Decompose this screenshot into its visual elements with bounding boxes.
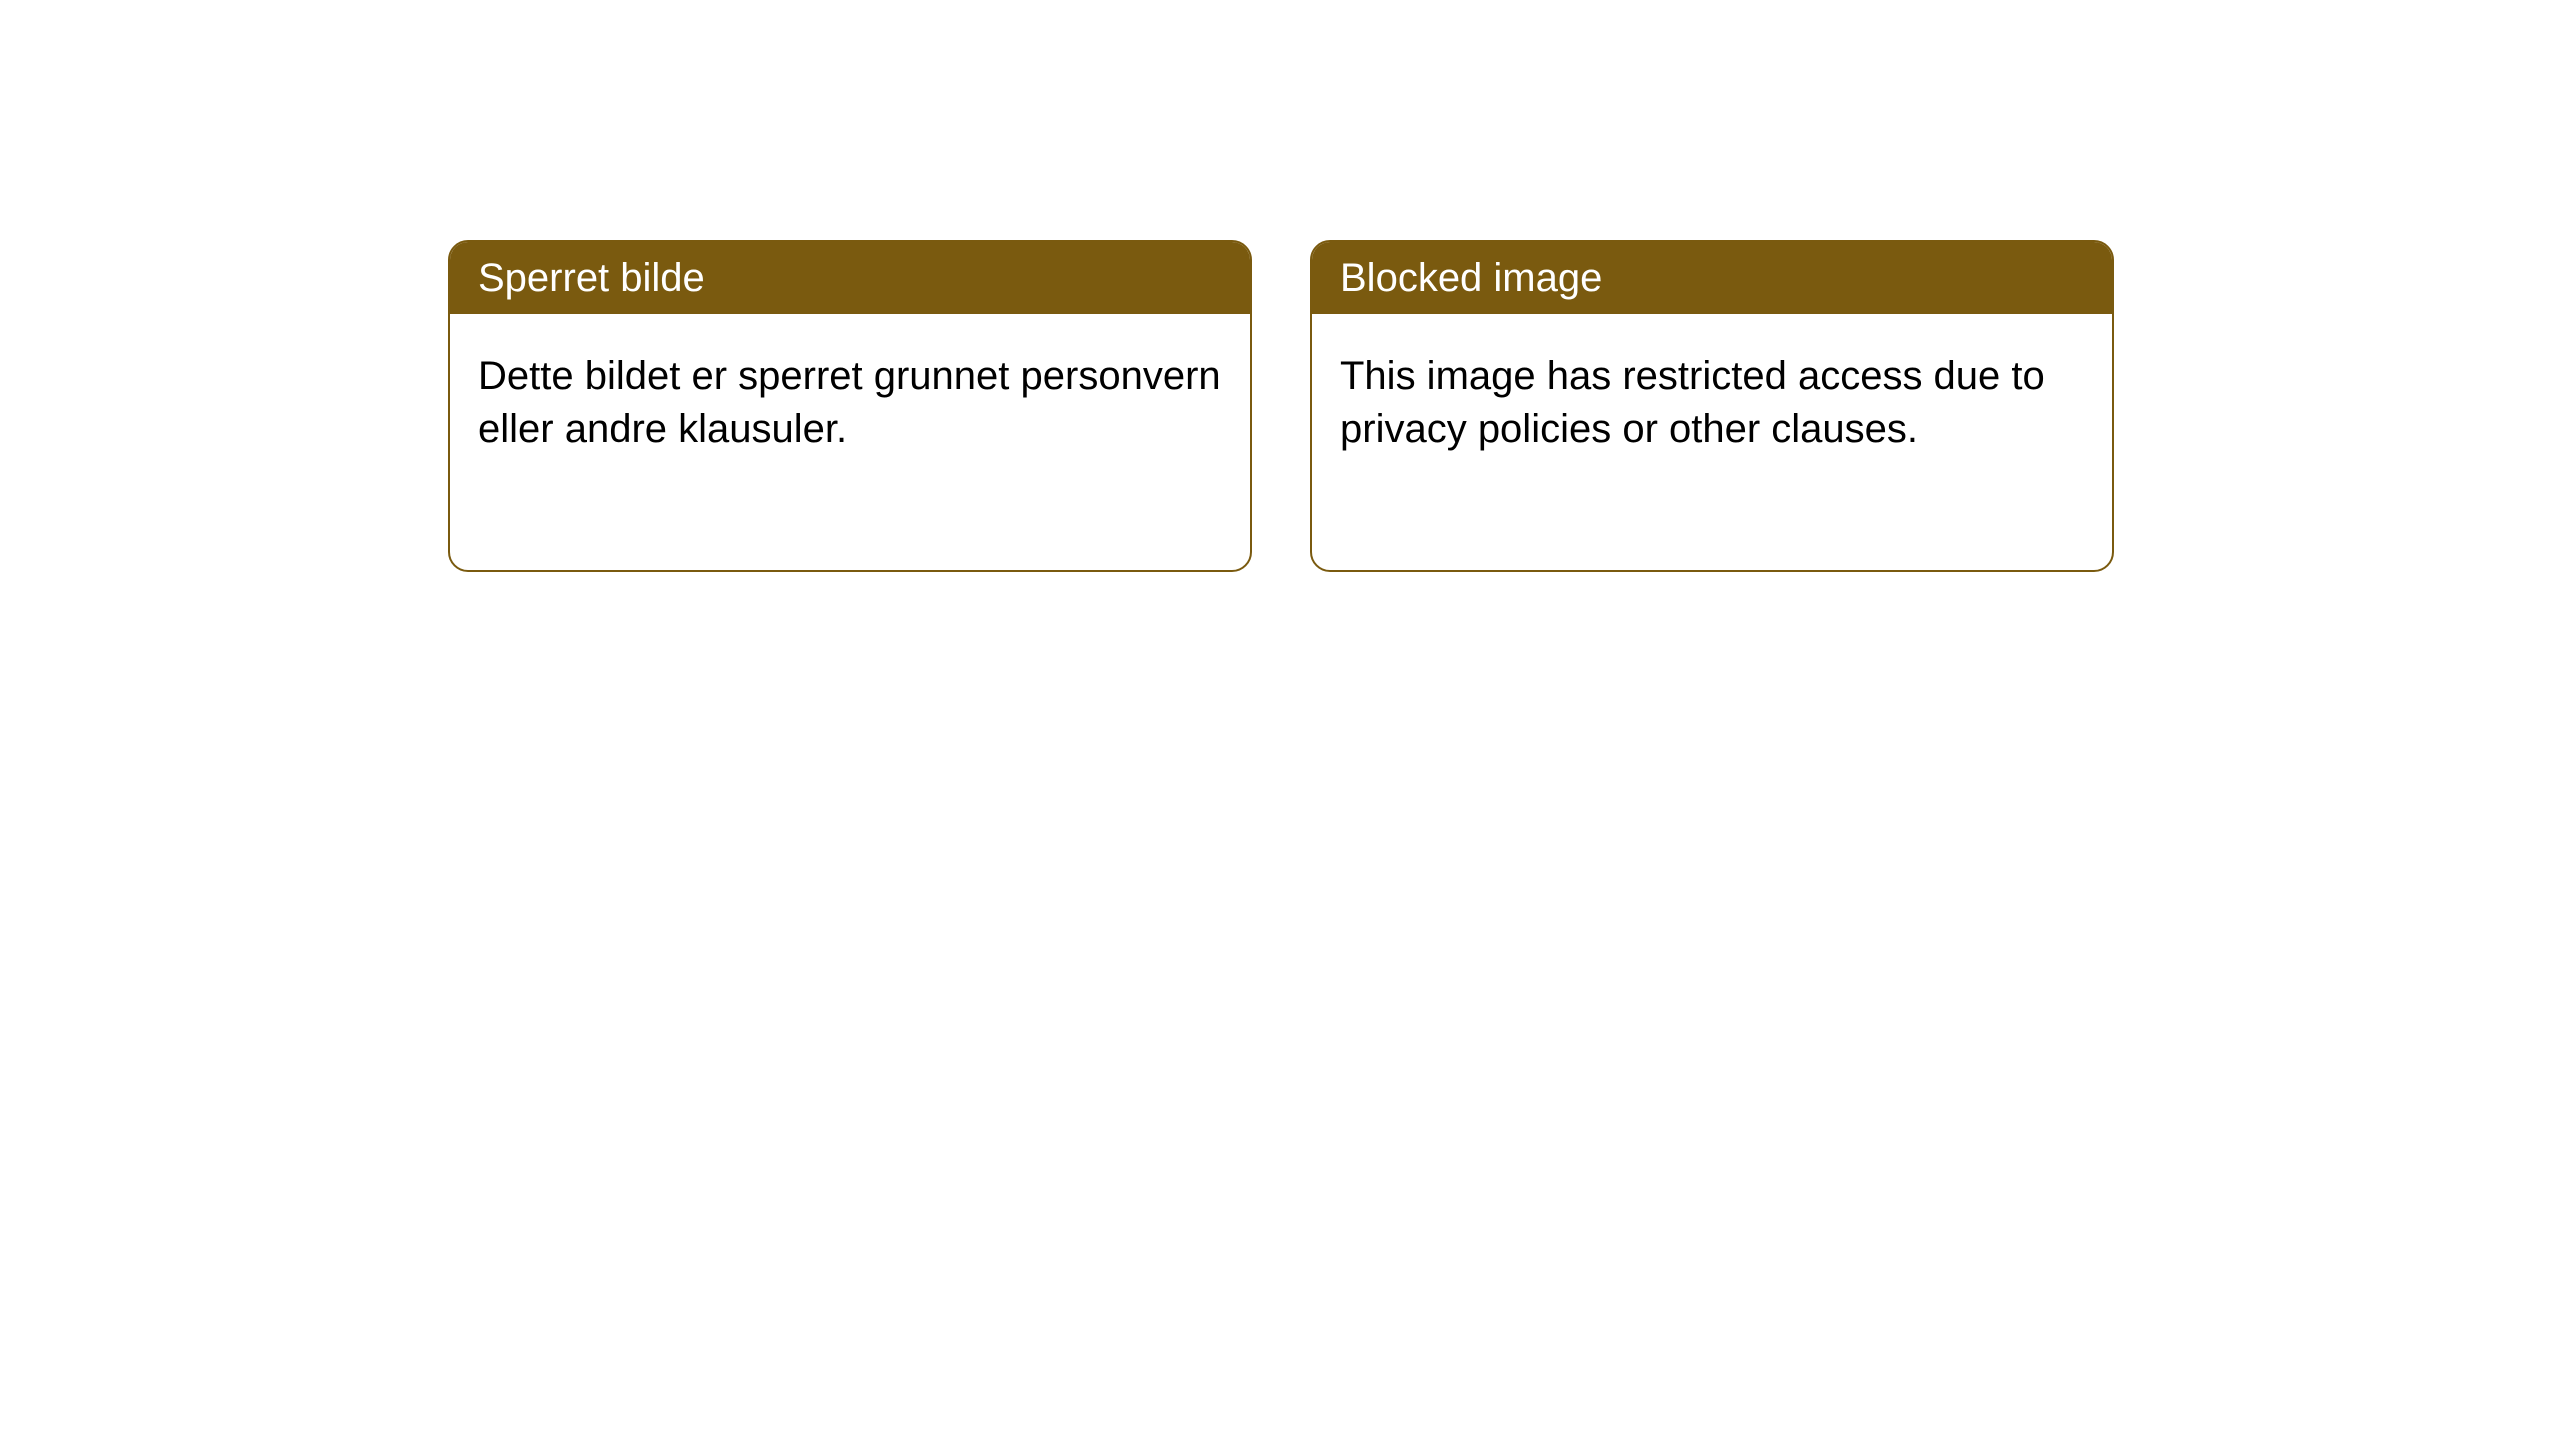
notice-card-body: This image has restricted access due to …	[1312, 314, 2112, 492]
notice-card-english: Blocked image This image has restricted …	[1310, 240, 2114, 572]
notice-container: Sperret bilde Dette bildet er sperret gr…	[0, 0, 2560, 572]
notice-card-body-text: This image has restricted access due to …	[1340, 354, 2045, 451]
notice-card-norwegian: Sperret bilde Dette bildet er sperret gr…	[448, 240, 1252, 572]
notice-card-header: Blocked image	[1312, 242, 2112, 314]
notice-card-body-text: Dette bildet er sperret grunnet personve…	[478, 354, 1221, 451]
notice-card-body: Dette bildet er sperret grunnet personve…	[450, 314, 1250, 492]
notice-card-title: Sperret bilde	[478, 256, 705, 300]
notice-card-header: Sperret bilde	[450, 242, 1250, 314]
notice-card-title: Blocked image	[1340, 256, 1602, 300]
